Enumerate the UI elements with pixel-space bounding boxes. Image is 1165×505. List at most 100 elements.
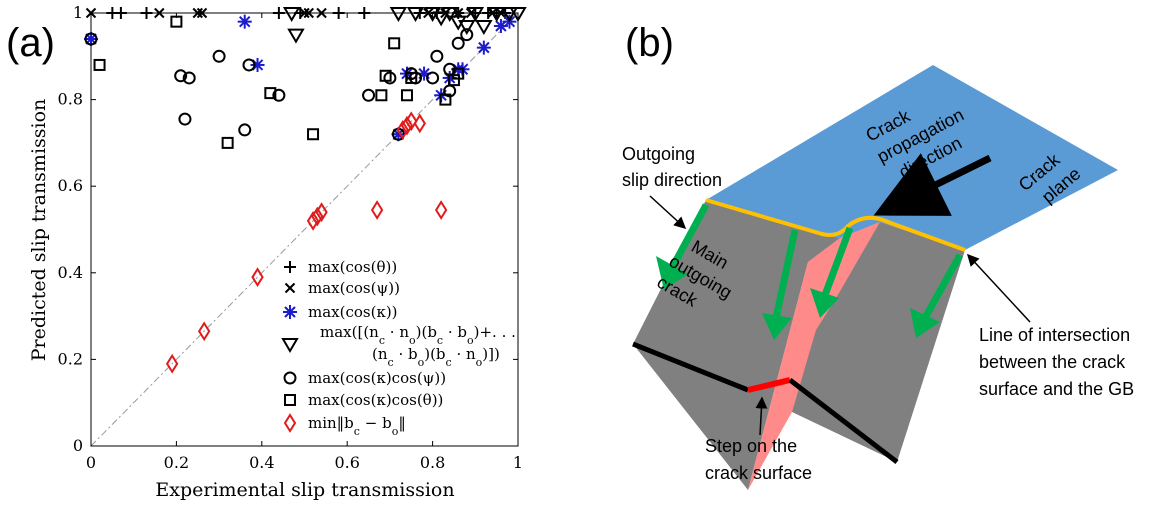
data-point-square-shape (375, 89, 388, 102)
crack-step (748, 222, 880, 490)
data-point-triangle-down-shape (466, 7, 485, 22)
data-point-diamond (396, 120, 409, 140)
data-point-circle-shape (451, 36, 465, 50)
data-point-square (170, 15, 183, 28)
legend-marker-triangle-down-shape (281, 338, 299, 353)
legend-tri-1c: )(b (416, 323, 437, 341)
axis-ticks: 0 0.2 0.4 0.6 0.8 1 0 0.2 0.4 0.6 0.8 1 (58, 3, 524, 472)
data-point-triangle-down-shape (475, 19, 493, 35)
legend-tri-2a: (n (372, 345, 388, 363)
y-tick-label: 0.6 (58, 176, 83, 195)
data-point-circle-shape (426, 71, 440, 85)
x-tick-label: 0.6 (334, 453, 359, 472)
outgoing-slip-line2: slip direction (622, 170, 722, 190)
legend-tri-sub-c4: c (446, 356, 452, 369)
data-point-triangle-down-shape (500, 7, 519, 22)
legend-tri-1e: )+. . . (474, 323, 516, 341)
intersection-line3: surface and the GB (979, 379, 1134, 399)
data-point-circle-shape (182, 71, 196, 85)
crack-diagram: Crack propagation direction Crack plane … (622, 65, 1134, 490)
data-point-circle-shape (238, 123, 252, 137)
legend-tri-sub-o4: o (476, 356, 483, 369)
data-point-diamond-shape (251, 267, 264, 288)
legend-tri-2c: )(b (424, 345, 445, 363)
data-point-diamond (405, 111, 418, 132)
data-point-diamond (251, 267, 264, 288)
legend-marker-square (284, 394, 296, 406)
data-point-circle (178, 112, 192, 126)
data-point-circle-shape (430, 49, 444, 63)
data-point-circle (182, 71, 196, 85)
slip-arrow-2-head (762, 313, 792, 340)
data-point-circle (451, 36, 465, 50)
data-point-diamond (413, 113, 426, 134)
legend-dia-sub-c: c (354, 425, 360, 438)
data-point-diamond (165, 353, 179, 374)
legend-marker-diamond (283, 413, 297, 433)
legend-marker-square-shape (284, 394, 296, 406)
data-point-plus (332, 7, 345, 19)
data-point-diamond (434, 200, 448, 220)
data-point-triangle-down (287, 28, 305, 44)
data-point-plus (358, 7, 371, 19)
outgoing-slip-label: Outgoing slip direction (622, 144, 722, 190)
legend-tri-2e: )]) (482, 345, 500, 363)
data-point-triangle-down (458, 19, 476, 35)
data-point-diamond-shape (396, 120, 409, 140)
data-point-triangle-down-shape (509, 7, 527, 22)
data-point-triangle-down-shape (432, 11, 450, 27)
data-point-diamond-shape (434, 200, 448, 220)
x-tick-label: 1 (513, 453, 523, 472)
legend-label-cross: max(cos(ψ)) (308, 279, 400, 297)
data-point-circle (430, 49, 444, 63)
legend-marker-plus (284, 261, 296, 273)
data-point-diamond-shape (306, 210, 320, 231)
data-point-diamond-shape (197, 321, 211, 342)
data-point-circle (174, 69, 188, 83)
data-point-circle (242, 58, 256, 72)
data-points (84, 7, 527, 374)
data-point-square-shape (452, 67, 465, 80)
data-point-asterisk-b (478, 41, 490, 54)
legend-label-asterisk: max(cos(κ)) (308, 303, 398, 321)
data-point-circle (460, 28, 474, 42)
legend-tri-2b: · b (394, 345, 418, 363)
data-point-triangle-down (389, 7, 408, 22)
data-point-triangle-down-shape (458, 19, 476, 35)
data-point-square-shape (264, 87, 277, 100)
data-point-triangle-down-shape (440, 7, 459, 22)
data-point-square (400, 89, 413, 102)
slip-arrow-4-head (910, 308, 940, 338)
data-point-cross (316, 7, 327, 19)
data-point-plus (272, 7, 285, 19)
outgoing-slip-line1: Outgoing (622, 144, 695, 164)
data-point-triangle-down (440, 7, 459, 22)
legend-tri-sub-c3: c (388, 356, 394, 369)
data-point-triangle-down-shape (389, 7, 408, 22)
y-axis-label: Predicted slip transmission (28, 99, 50, 362)
slip-arrow-1 (668, 203, 710, 270)
data-point-triangle-down (432, 11, 450, 27)
bottom-edge-left (632, 341, 749, 393)
data-point-cross (303, 7, 314, 19)
data-point-triangle-down-shape (287, 28, 305, 44)
data-point-circle (238, 123, 252, 137)
data-point-diamond-shape (311, 206, 324, 227)
data-point-square-shape (388, 37, 401, 50)
data-point-square-shape (307, 128, 320, 141)
legend-dia-b: − b (360, 414, 392, 432)
data-point-cross (154, 7, 165, 19)
legend-tri-2d: · n (452, 345, 476, 363)
legend-marker-asterisk (283, 305, 297, 319)
slip-arrow-3-head (810, 288, 839, 318)
data-point-square-shape (439, 93, 452, 106)
data-point-square-shape (379, 69, 392, 82)
data-point-square-shape (405, 71, 418, 84)
legend-marker-cross-b (284, 282, 296, 294)
legend-marker-asterisk-b (284, 306, 296, 318)
data-point-triangle-down (466, 7, 485, 22)
data-point-square (388, 37, 401, 50)
data-point-circle (272, 88, 286, 102)
chart-legend: max(cos(θ)) max(cos(ψ)) max(cos(κ)) max(… (281, 258, 516, 438)
